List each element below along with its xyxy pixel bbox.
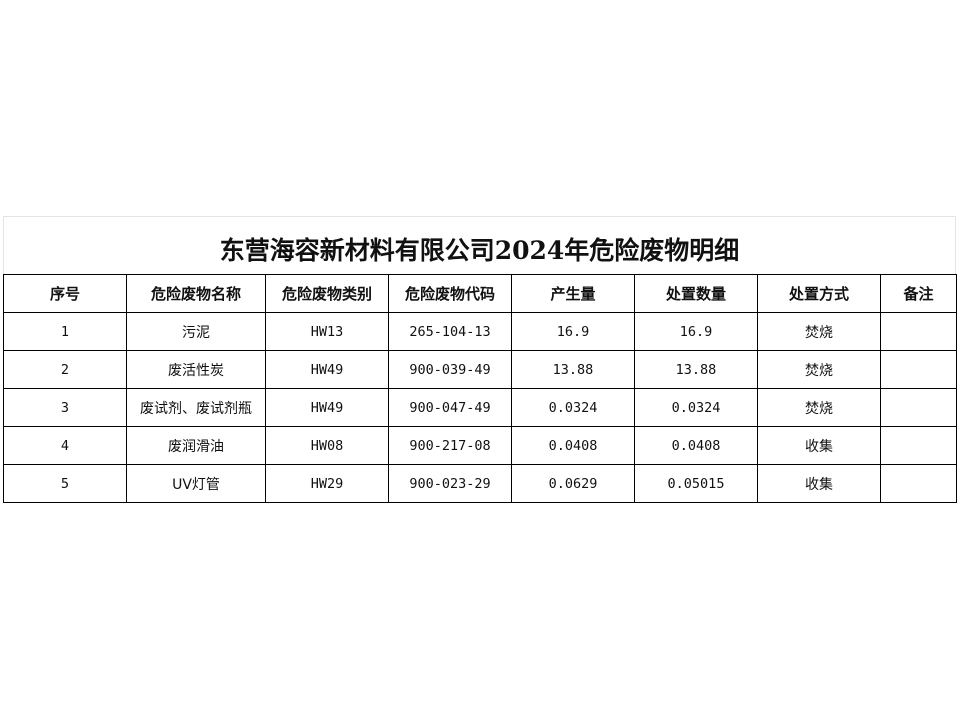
cell-index: 1 bbox=[3, 312, 127, 351]
cell-index: 2 bbox=[3, 350, 127, 389]
cell-waste-code: 900-039-49 bbox=[388, 350, 512, 389]
cell-waste-name: 废试剂、废试剂瓶 bbox=[126, 388, 266, 427]
cell-index: 3 bbox=[3, 388, 127, 427]
table-row: 5 UV灯管 HW29 900-023-29 0.0629 0.05015 收集 bbox=[3, 464, 957, 503]
cell-waste-code: 900-047-49 bbox=[388, 388, 512, 427]
cell-disposal-method: 焚烧 bbox=[757, 312, 881, 351]
cell-waste-category: HW29 bbox=[265, 464, 389, 503]
cell-disposed-amount: 16.9 bbox=[634, 312, 758, 351]
cell-disposed-amount: 0.05015 bbox=[634, 464, 758, 503]
cell-remarks bbox=[880, 388, 957, 427]
table-row: 3 废试剂、废试剂瓶 HW49 900-047-49 0.0324 0.0324 焚烧 bbox=[3, 388, 957, 427]
cell-disposed-amount: 0.0408 bbox=[634, 426, 758, 465]
header-waste-code: 危险废物代码 bbox=[388, 274, 512, 313]
header-row: 序号 危险废物名称 危险废物类别 危险废物代码 产生量 处置数量 处置方式 备注 bbox=[3, 274, 957, 313]
table-row: 2 废活性炭 HW49 900-039-49 13.88 13.88 焚烧 bbox=[3, 350, 957, 389]
cell-remarks bbox=[880, 312, 957, 351]
header-disposed-amount: 处置数量 bbox=[634, 274, 758, 313]
cell-waste-category: HW13 bbox=[265, 312, 389, 351]
table-title: 东营海容新材料有限公司2024年危险废物明细 bbox=[219, 236, 740, 265]
header-generated-amount: 产生量 bbox=[511, 274, 635, 313]
hazardous-waste-table: 序号 危险废物名称 危险废物类别 危险废物代码 产生量 处置数量 处置方式 备注 1 污泥 HW1… bbox=[3, 274, 957, 503]
cell-disposal-method: 焚烧 bbox=[757, 350, 881, 389]
cell-disposed-amount: 13.88 bbox=[634, 350, 758, 389]
header-waste-category: 危险废物类别 bbox=[265, 274, 389, 313]
cell-waste-code: 900-023-29 bbox=[388, 464, 512, 503]
cell-waste-name: UV灯管 bbox=[126, 464, 266, 503]
cell-remarks bbox=[880, 464, 957, 503]
title-box: 东营海容新材料有限公司2024年危险废物明细 bbox=[3, 216, 956, 274]
cell-generated-amount: 0.0324 bbox=[511, 388, 635, 427]
cell-waste-name: 污泥 bbox=[126, 312, 266, 351]
cell-generated-amount: 0.0408 bbox=[511, 426, 635, 465]
cell-waste-code: 265-104-13 bbox=[388, 312, 512, 351]
cell-generated-amount: 13.88 bbox=[511, 350, 635, 389]
header-disposal-method: 处置方式 bbox=[757, 274, 881, 313]
cell-disposal-method: 焚烧 bbox=[757, 388, 881, 427]
cell-index: 5 bbox=[3, 464, 127, 503]
header-remarks: 备注 bbox=[880, 274, 957, 313]
cell-waste-category: HW08 bbox=[265, 426, 389, 465]
cell-waste-category: HW49 bbox=[265, 350, 389, 389]
header-index: 序号 bbox=[3, 274, 127, 313]
cell-disposal-method: 收集 bbox=[757, 464, 881, 503]
cell-generated-amount: 16.9 bbox=[511, 312, 635, 351]
cell-disposed-amount: 0.0324 bbox=[634, 388, 758, 427]
table-row: 1 污泥 HW13 265-104-13 16.9 16.9 焚烧 bbox=[3, 312, 957, 351]
cell-waste-category: HW49 bbox=[265, 388, 389, 427]
table-row: 4 废润滑油 HW08 900-217-08 0.0408 0.0408 收集 bbox=[3, 426, 957, 465]
cell-remarks bbox=[880, 426, 957, 465]
cell-index: 4 bbox=[3, 426, 127, 465]
cell-waste-name: 废润滑油 bbox=[126, 426, 266, 465]
cell-disposal-method: 收集 bbox=[757, 426, 881, 465]
cell-waste-name: 废活性炭 bbox=[126, 350, 266, 389]
cell-generated-amount: 0.0629 bbox=[511, 464, 635, 503]
cell-waste-code: 900-217-08 bbox=[388, 426, 512, 465]
cell-remarks bbox=[880, 350, 957, 389]
header-waste-name: 危险废物名称 bbox=[126, 274, 266, 313]
